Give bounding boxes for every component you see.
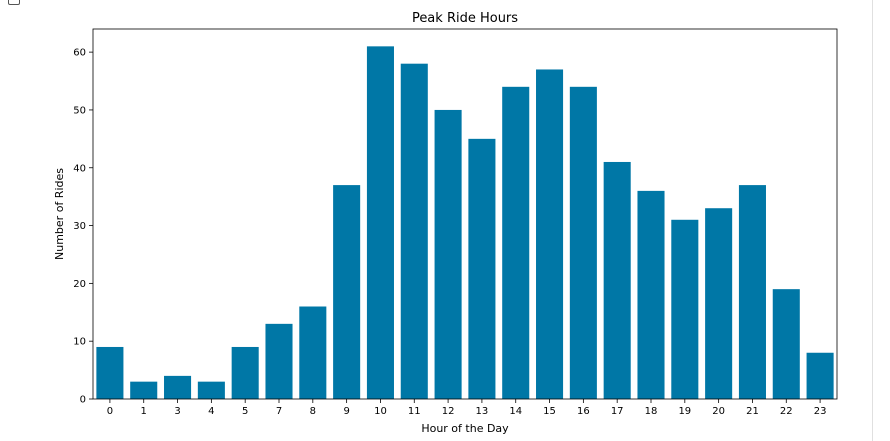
cell-gutter: ⋯ <box>0 0 42 441</box>
x-tick-label: 10 <box>374 406 387 417</box>
x-tick-label: 15 <box>543 406 556 417</box>
bar-hour-13 <box>468 138 496 399</box>
x-tick-label: 9 <box>343 406 349 417</box>
bar-hour-12 <box>434 109 462 399</box>
x-tick-label: 3 <box>174 406 180 417</box>
bar-hour-18 <box>637 190 665 399</box>
bar-hour-16 <box>569 86 597 399</box>
bar-hour-19 <box>671 219 699 399</box>
axes-frame <box>92 28 838 400</box>
bar-hour-23 <box>806 352 834 399</box>
x-tick-label: 21 <box>746 406 759 417</box>
y-tick-label: 30 <box>73 221 86 232</box>
y-tick-label: 60 <box>73 48 86 59</box>
bar-hour-17 <box>603 161 631 399</box>
y-tick-label: 40 <box>73 163 86 174</box>
x-tick-label: 1 <box>141 406 147 417</box>
more-options-icon[interactable]: ⋯ <box>32 0 42 2</box>
y-axis-ticks: 0 10 20 30 40 50 60 <box>73 48 93 406</box>
bar-hour-5 <box>231 346 259 399</box>
chart-title: Peak Ride Hours <box>412 11 518 26</box>
output-divider <box>872 0 873 441</box>
y-tick-label: 50 <box>73 105 86 116</box>
bar-hour-15 <box>536 69 564 399</box>
x-tick-label: 14 <box>509 406 522 417</box>
x-tick-label: 13 <box>476 406 489 417</box>
x-tick-label: 4 <box>208 406 214 417</box>
x-axis-ticks: 0 1 3 4 5 7 8 9 10 11 12 13 14 15 16 17 18 19 20 21 22 23 <box>107 399 827 417</box>
bar-hour-4 <box>197 381 225 399</box>
x-tick-label: 7 <box>276 406 282 417</box>
x-tick-label: 18 <box>645 406 658 417</box>
bar-hour-11 <box>400 63 428 399</box>
bar-hour-22 <box>772 289 800 399</box>
bar-hour-20 <box>705 208 733 399</box>
x-tick-label: 12 <box>442 406 455 417</box>
output-toggle-icon[interactable] <box>8 0 20 5</box>
bar-hour-0 <box>96 346 124 399</box>
x-tick-label: 20 <box>712 406 725 417</box>
x-tick-label: 22 <box>780 406 793 417</box>
x-tick-label: 17 <box>611 406 624 417</box>
y-axis-label: Number of Rides <box>53 168 66 260</box>
x-tick-label: 23 <box>814 406 827 417</box>
y-tick-label: 20 <box>73 279 86 290</box>
bar-hour-1 <box>130 381 158 399</box>
bar-hour-14 <box>502 86 530 399</box>
bar-hour-7 <box>265 323 293 399</box>
bar-hour-8 <box>299 306 327 399</box>
bar-hour-10 <box>366 46 394 399</box>
y-tick-label: 10 <box>73 337 86 348</box>
x-tick-label: 5 <box>242 406 248 417</box>
x-tick-label: 0 <box>107 406 113 417</box>
y-tick-label: 0 <box>80 395 86 406</box>
bars-group <box>96 46 834 399</box>
x-tick-label: 11 <box>408 406 421 417</box>
x-tick-label: 8 <box>310 406 316 417</box>
x-tick-label: 19 <box>678 406 691 417</box>
bar-hour-21 <box>738 185 766 399</box>
bar-hour-3 <box>164 375 192 399</box>
x-tick-label: 16 <box>577 406 590 417</box>
x-axis-label: Hour of the Day <box>421 422 509 435</box>
bar-hour-9 <box>333 185 361 399</box>
